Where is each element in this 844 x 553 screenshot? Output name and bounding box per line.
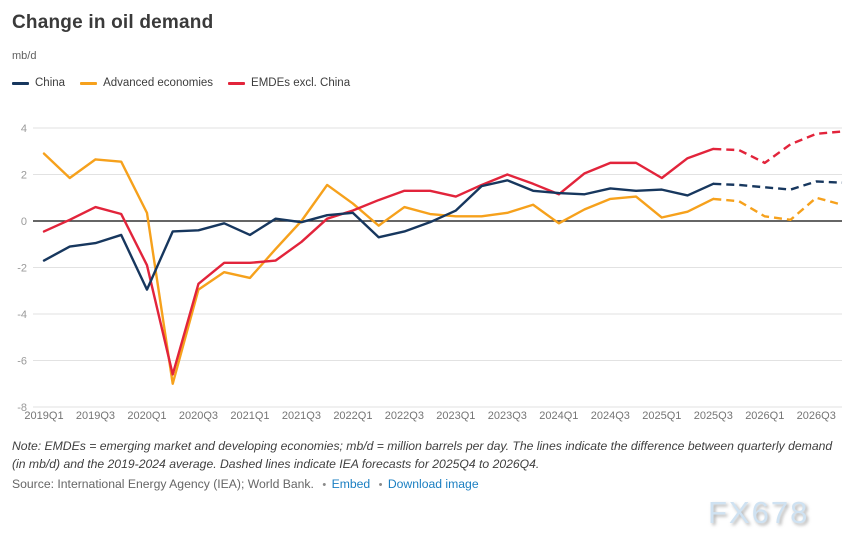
svg-text:2022Q1: 2022Q1 xyxy=(333,410,372,422)
svg-text:2020Q3: 2020Q3 xyxy=(179,410,218,422)
legend-item-china: China xyxy=(12,77,65,89)
gridlines xyxy=(33,127,842,408)
svg-text:2019Q1: 2019Q1 xyxy=(24,410,63,422)
advanced-economies-line-swatch xyxy=(80,81,98,85)
legend-label-advanced-economies: Advanced economies xyxy=(103,77,214,89)
x-axis-labels: 2019Q1 2019Q3 2020Q1 2020Q3 2021Q1 2021Q3 2022… xyxy=(24,410,835,422)
series-advanced-economies xyxy=(42,152,843,385)
svg-text:2026Q3: 2026Q3 xyxy=(797,410,836,422)
y-axis-labels: 4 2 0 -2 -4 -6 -8 xyxy=(17,123,27,414)
series-emdes-excl-china xyxy=(42,130,843,376)
svg-text:-6: -6 xyxy=(17,356,27,368)
bullet-separator: • xyxy=(378,479,383,491)
chart-note: Note: EMDEs = emerging market and develo… xyxy=(12,439,833,471)
svg-text:2025Q1: 2025Q1 xyxy=(642,410,681,422)
svg-text:2024Q3: 2024Q3 xyxy=(591,410,630,422)
svg-text:2022Q3: 2022Q3 xyxy=(385,410,424,422)
china-line-swatch xyxy=(12,81,29,85)
svg-text:-2: -2 xyxy=(17,263,27,275)
embed-link[interactable]: Embed xyxy=(331,477,371,491)
svg-text:2023Q3: 2023Q3 xyxy=(488,410,527,422)
emdes-excl-china-line-swatch xyxy=(228,81,246,85)
svg-text:4: 4 xyxy=(21,123,27,135)
bullet-separator: • xyxy=(322,479,327,491)
svg-text:-4: -4 xyxy=(17,309,27,321)
chart-legend: China Advanced economies EMDEs excl. Chi… xyxy=(12,77,350,89)
svg-text:2019Q3: 2019Q3 xyxy=(76,410,115,422)
legend-item-emdes-excl-china: EMDEs excl. China xyxy=(228,77,350,89)
svg-text:2023Q1: 2023Q1 xyxy=(436,410,475,422)
download-image-link[interactable]: Download image xyxy=(387,477,479,491)
svg-text:2024Q1: 2024Q1 xyxy=(539,410,578,422)
svg-text:2: 2 xyxy=(21,170,27,182)
svg-text:2021Q3: 2021Q3 xyxy=(282,410,321,422)
svg-text:0: 0 xyxy=(21,216,27,228)
chart-source: Source: International Energy Agency (IEA… xyxy=(12,477,479,491)
legend-item-advanced-economies: Advanced economies xyxy=(80,77,213,89)
svg-text:2025Q3: 2025Q3 xyxy=(694,410,733,422)
legend-label-emdes-excl-china: EMDEs excl. China xyxy=(251,77,351,89)
legend-label-china: China xyxy=(35,77,66,89)
chart-title: Change in oil demand xyxy=(12,12,214,33)
svg-text:2026Q1: 2026Q1 xyxy=(745,410,784,422)
svg-text:2021Q1: 2021Q1 xyxy=(230,410,269,422)
source-text: Source: International Energy Agency (IEA… xyxy=(12,477,314,491)
series-china xyxy=(42,179,843,291)
y-axis-unit-label: mb/d xyxy=(12,50,37,62)
fx678-watermark: FX678 xyxy=(708,495,810,530)
svg-text:-8: -8 xyxy=(17,402,27,414)
svg-text:2020Q1: 2020Q1 xyxy=(127,410,166,422)
